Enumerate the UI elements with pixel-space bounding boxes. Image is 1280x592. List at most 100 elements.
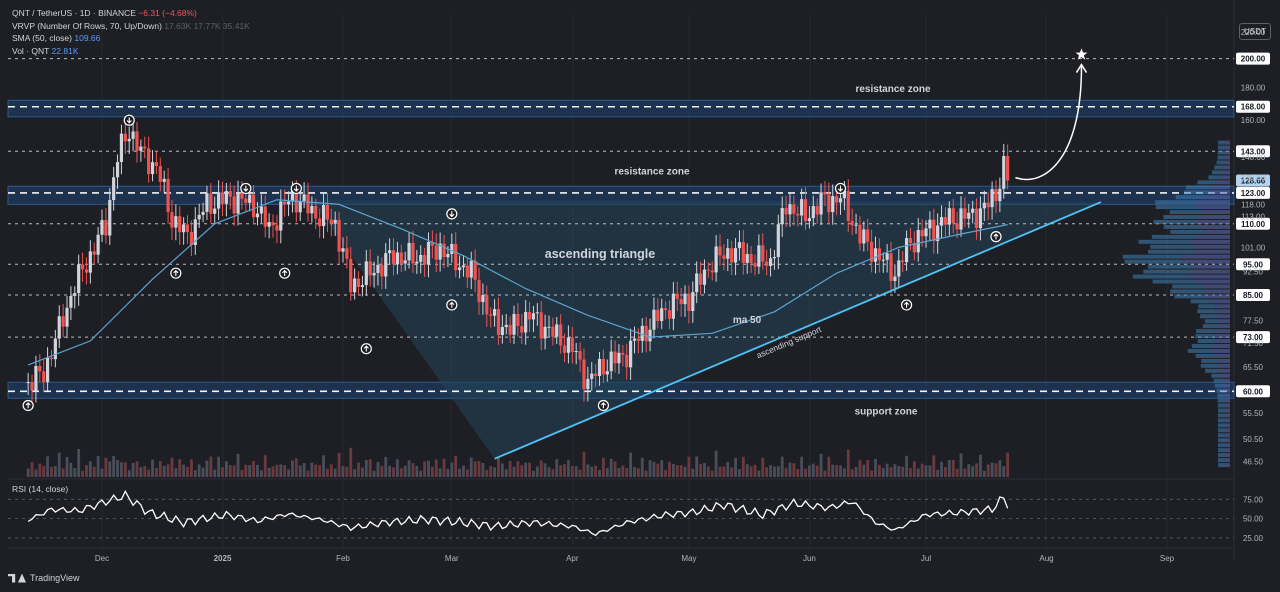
level-label-9: 60.00 <box>1243 387 1264 396</box>
vrvp-label[interactable]: VRVP (Number Of Rows, 70, Up/Down) <box>12 20 162 31</box>
candle-body <box>815 206 819 215</box>
vp-row-down-48 <box>1200 224 1230 229</box>
volume-bar <box>454 455 458 477</box>
currency-button[interactable]: USDT <box>1239 23 1271 40</box>
sma-50-line <box>27 199 1008 366</box>
candle-body <box>380 264 384 277</box>
vp-row-down-4 <box>1224 443 1230 448</box>
candle-body <box>535 312 539 314</box>
candle-body <box>461 265 466 268</box>
sma-label[interactable]: SMA (50, close) <box>12 33 72 43</box>
volume-bar <box>679 465 683 477</box>
candle-body <box>644 325 648 342</box>
volume-bar <box>1002 466 1006 477</box>
vp-row-down-41 <box>1182 259 1230 264</box>
candle-body <box>217 192 221 209</box>
candle-body <box>372 272 376 276</box>
candle-body <box>761 245 765 262</box>
candle-body <box>108 200 112 236</box>
support-zone-label: support zone <box>855 406 918 417</box>
arrow-up-icon <box>173 269 179 276</box>
candle-body <box>170 212 174 228</box>
volume-bar <box>267 467 271 477</box>
volume-bar <box>407 460 411 477</box>
vp-row-up-35 <box>1170 289 1204 294</box>
candle-body <box>139 146 143 151</box>
vol-label[interactable]: Vol · QNT <box>12 45 50 56</box>
volume-bar <box>434 459 438 477</box>
volume-bar <box>30 462 34 477</box>
candle-body <box>590 373 594 379</box>
y-tick-7: 101.00 <box>1241 243 1266 252</box>
volume-bar <box>909 468 912 477</box>
candle-body <box>318 218 322 227</box>
candle-body <box>663 308 668 311</box>
y-tick-2: 55.50 <box>1243 409 1264 418</box>
candle-body <box>570 337 574 353</box>
volume-bar <box>291 460 294 477</box>
vp-row-down-59 <box>1221 170 1230 175</box>
volume-bar <box>555 459 559 477</box>
candle-body <box>434 245 438 260</box>
volume-bar <box>967 464 971 477</box>
volume-bar <box>88 461 92 477</box>
candle-body <box>586 378 590 389</box>
volume-bar <box>850 469 854 477</box>
volume-bar <box>574 466 578 477</box>
rsi-label[interactable]: RSI (14, close) <box>12 484 69 494</box>
volume-bar <box>92 466 96 477</box>
candle-body <box>189 231 193 246</box>
candle-body <box>364 261 368 286</box>
vp-row-down-61 <box>1223 160 1230 165</box>
vp-row-down-49 <box>1195 219 1230 224</box>
vp-row-up-54 <box>1175 195 1206 200</box>
vp-row-down-37 <box>1195 279 1230 284</box>
volume-bar <box>170 457 174 477</box>
candle-body <box>819 192 823 215</box>
volume-bar <box>675 465 679 477</box>
candle-body <box>407 242 411 261</box>
volume-bar <box>944 467 947 477</box>
candle-body <box>601 358 606 375</box>
candle-body <box>559 324 563 346</box>
volume-bar <box>885 463 889 477</box>
volume-bar <box>901 466 905 477</box>
volume-bar <box>656 463 660 477</box>
symbol-title[interactable]: QNT / TetherUS · 1D · BINANCE <box>12 8 136 18</box>
y-tick-3: 65.50 <box>1243 363 1264 372</box>
vp-row-up-60 <box>1214 165 1223 170</box>
candle-body <box>485 295 489 315</box>
legend-vrvp-row: VRVP (Number Of Rows, 70, Up/Down) 17.63… <box>12 20 250 33</box>
volume-bar <box>726 461 730 477</box>
vp-row-down-29 <box>1218 319 1230 324</box>
candle-body <box>228 191 232 197</box>
candle-body <box>974 208 979 229</box>
candle-body <box>932 219 936 242</box>
volume-bar <box>123 462 127 477</box>
arrow-down-icon <box>243 185 249 192</box>
vp-row-down-20 <box>1216 363 1230 368</box>
candle-body <box>236 192 240 214</box>
volume-bar <box>473 461 477 477</box>
vp-row-up-34 <box>1174 294 1205 299</box>
candles <box>26 119 1010 403</box>
candle-body <box>302 194 306 201</box>
volume-bar <box>108 461 112 477</box>
candle-body <box>893 276 897 281</box>
volume-bar <box>741 456 745 477</box>
vp-row-up-41 <box>1124 259 1183 264</box>
candle-body <box>450 243 454 255</box>
volume-bar <box>236 453 240 477</box>
candle-body <box>613 351 617 364</box>
candle-body <box>741 242 745 263</box>
vp-row-up-57 <box>1197 180 1216 185</box>
vp-row-up-53 <box>1155 200 1197 205</box>
volume-bar <box>714 450 718 477</box>
volume-bar <box>259 470 263 477</box>
chart-legend: QNT / TetherUS · 1D · BINANCE −6.31 (−4.… <box>12 7 250 57</box>
candle-body <box>757 245 761 267</box>
tradingview-logo[interactable]: TradingView <box>8 573 80 583</box>
vp-row-up-4 <box>1218 443 1225 448</box>
candle-body <box>632 338 637 341</box>
